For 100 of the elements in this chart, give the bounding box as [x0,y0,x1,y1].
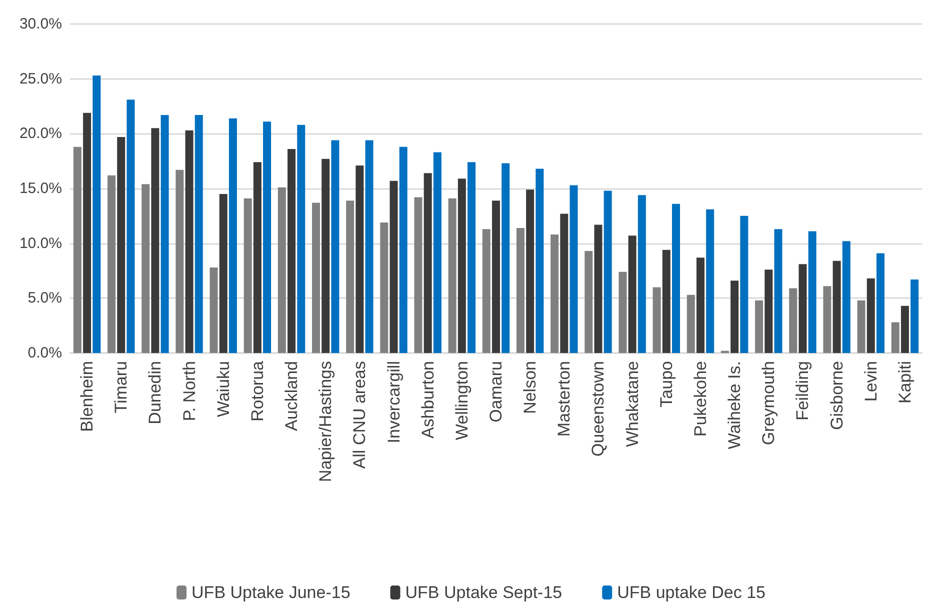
bar [740,216,748,353]
bar [219,194,228,353]
x-tick-label: P. North [180,361,199,422]
x-tick-label: Queenstown [588,361,608,456]
bar [808,231,816,353]
x-tick-label: Taupo [656,361,676,408]
bar [857,300,866,353]
bar [798,264,807,353]
bar [288,149,296,353]
x-tick-label: Timaru [112,361,131,414]
bar [604,190,612,353]
bar [73,146,82,353]
x-tick-label: Greymouth [759,361,778,446]
bar [789,288,798,353]
bar [380,222,388,353]
bar [433,152,442,353]
bar [536,168,544,353]
bar [730,280,739,353]
bar [151,128,160,353]
bar [526,190,534,353]
bar [560,214,568,353]
bar [312,202,320,353]
x-tick-label: Blenheim [78,361,97,432]
bar [117,136,126,353]
x-tick-label: Levin [861,361,880,402]
bar [126,100,135,353]
x-tick-label: Invercargill [384,361,404,444]
y-tick-label: 10.0% [19,234,62,252]
bar [672,204,680,353]
bar [160,115,169,353]
y-tick-label: 30.0% [19,16,62,32]
bar [448,198,456,353]
bar [424,173,432,353]
bar [346,200,354,353]
bar [468,162,476,353]
x-tick-label: Waiuku [214,361,233,418]
bar [842,241,850,353]
bar [584,251,593,353]
legend-label: UFB Uptake Sept-15 [405,583,562,602]
bar [297,124,306,353]
x-tick-label: Whakatane [622,361,642,447]
bar [755,300,764,353]
x-tick-label: All CNU areas [350,361,370,469]
bar [550,234,559,353]
bar [356,165,364,353]
x-tick-label: Waiheke Is. [725,361,744,450]
bar [331,140,340,353]
bar [108,175,116,353]
x-tick-label: Napier/Hastings [316,361,336,482]
bar [823,286,832,353]
y-tick-label: 20.0% [19,125,62,142]
bar [686,294,695,353]
x-tick-label: Dunedin [146,361,165,424]
bar [764,270,773,353]
bar [570,185,578,353]
y-tick-label: 0.0% [28,344,62,362]
x-tick-label: Pukekohe [690,361,710,437]
x-tick-label: Gisborne [827,361,846,430]
bar [263,122,272,353]
bar [194,115,203,353]
y-tick-label: 5.0% [28,290,62,307]
bar [706,209,714,353]
legend-label: UFB Uptake June-15 [192,583,350,602]
bar [322,158,330,353]
bar [365,140,374,353]
y-tick-label: 15.0% [19,180,62,197]
bar [516,228,524,353]
bar [866,278,875,353]
bar [900,306,909,353]
x-tick-label: Masterton [554,361,574,437]
bar [142,184,150,353]
bar [662,250,670,353]
bar [399,146,408,353]
x-tick-label: Wellington [452,361,472,440]
bar [210,267,218,353]
bar [502,163,510,353]
bar [832,260,841,353]
y-tick-label: 25.0% [19,70,62,88]
x-tick-label: Ashburton [418,361,438,438]
bar [891,322,900,353]
bar [638,195,646,353]
bar [244,198,252,353]
bar [696,258,704,353]
bar [618,272,627,353]
bar [185,130,194,353]
bar [774,229,782,353]
x-tick-label: Auckland [282,361,302,431]
x-tick-label: Oamaru [486,361,506,422]
bar [910,280,919,353]
bar [92,76,101,353]
bar [594,224,602,353]
bar [414,197,422,353]
bar [652,287,661,353]
legend-label: UFB uptake Dec 15 [617,583,766,602]
x-tick-label: Feilding [793,361,812,421]
bar [482,229,490,353]
bar [278,187,286,353]
x-tick-label: Kapiti [895,361,914,404]
bar [628,236,636,353]
bar [458,178,466,353]
